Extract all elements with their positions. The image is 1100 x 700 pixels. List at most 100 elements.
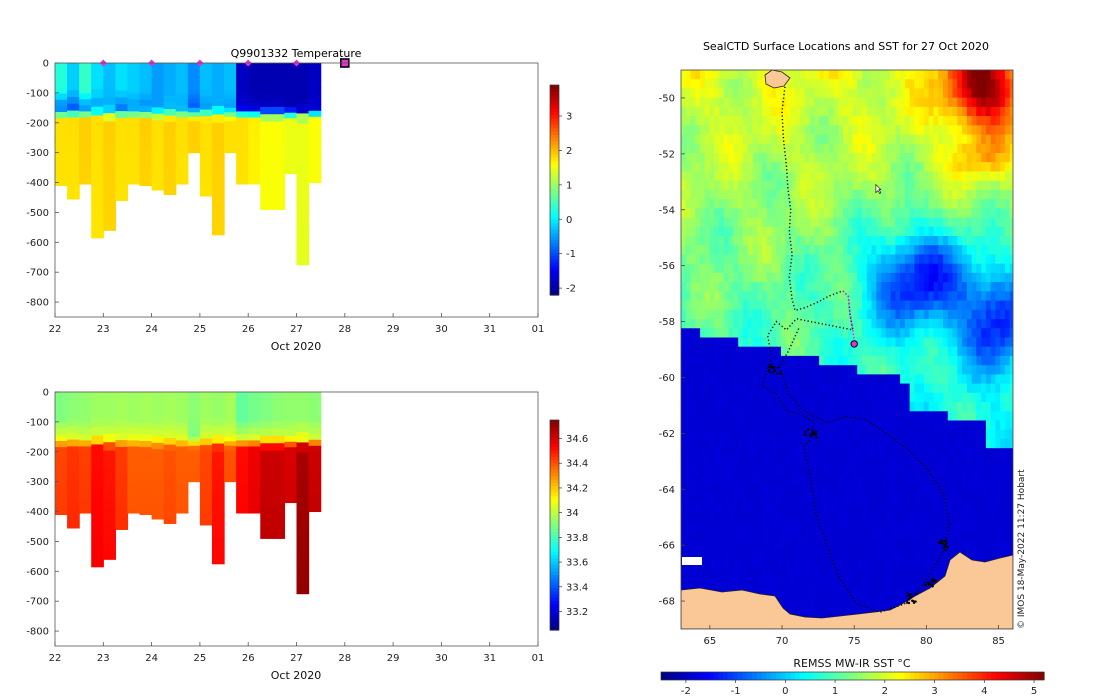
section-cell (236, 171, 249, 179)
sst-pixel (990, 143, 997, 154)
salinity-section-plot: 22 23 24 25 26 27 28 29 30 31 01 0-100-200-300-400… (26, 388, 588, 683)
sst-pixel (766, 236, 773, 246)
sst-pixel (681, 125, 687, 136)
sst-pixel (919, 125, 925, 136)
sst-pixel (909, 291, 916, 302)
sst-pixel (919, 512, 925, 523)
section-cell (260, 457, 273, 466)
sst-pixel (723, 485, 730, 496)
sst-pixel (928, 411, 935, 422)
section-cell (67, 493, 80, 502)
sst-pixel (690, 355, 696, 366)
section-cell (224, 405, 237, 411)
sst-pixel (914, 337, 920, 348)
sst-pixel (757, 97, 763, 108)
sst-pixel (766, 97, 773, 108)
section-cell (67, 425, 80, 434)
sst-pixel (790, 466, 797, 477)
sst-pixel (719, 199, 725, 210)
sst-pixel (742, 254, 749, 265)
sst-pixel (838, 300, 844, 311)
sst-pixel (742, 125, 749, 136)
sst-pixel (881, 70, 887, 80)
sst-pixel (809, 245, 816, 256)
sst-pixel (700, 300, 706, 311)
sst-pixel (695, 199, 701, 210)
section-cell (151, 411, 165, 418)
sst-pixel (762, 106, 768, 117)
sst-pixel (981, 217, 987, 228)
sst-pixel (938, 291, 944, 302)
colorbar-segment (550, 127, 559, 132)
section-cell (175, 141, 189, 149)
sst-pixel (685, 217, 692, 228)
sst-pixel (776, 300, 782, 311)
sst-pixel (938, 171, 944, 182)
sst-pixel (700, 199, 706, 210)
sst-pixel (709, 226, 716, 237)
sst-pixel (781, 466, 787, 477)
sst-pixel (719, 125, 725, 136)
sst-pixel (728, 438, 735, 449)
section-cell (139, 410, 153, 418)
section-cell (224, 459, 237, 465)
sst-pixel (690, 337, 696, 348)
sst-pixel (728, 291, 735, 302)
sst-pixel (814, 300, 820, 311)
sst-pixel (1000, 319, 1006, 329)
colorbar-segment (550, 130, 559, 135)
sst-pixel (762, 189, 768, 200)
sst-pixel (828, 420, 835, 431)
section-cell (103, 146, 116, 156)
sst-pixel (714, 549, 720, 560)
section-cell (127, 446, 141, 454)
colorbar-segment (550, 465, 559, 470)
sst-pixel (876, 540, 882, 551)
sst-pixel (952, 374, 958, 385)
sst-pixel (790, 568, 797, 579)
sst-pixel (871, 438, 877, 449)
sst-pixel (981, 383, 987, 394)
sst-pixel (928, 319, 935, 329)
sst-pixel (862, 558, 868, 569)
section-cell (187, 143, 201, 149)
sst-pixel (881, 337, 887, 348)
section-cell (260, 443, 273, 452)
sst-pixel (985, 485, 992, 496)
sst-pixel (900, 143, 906, 154)
sst-pixel (952, 125, 958, 136)
sst-pixel (866, 549, 873, 560)
sst-pixel (895, 263, 901, 274)
sst-pixel (785, 494, 792, 505)
sst-pixel (904, 503, 911, 514)
y-tick-label: -400 (26, 178, 49, 189)
sst-pixel (800, 125, 806, 136)
section-cell (115, 412, 129, 420)
sst-pixel (933, 475, 939, 486)
sst-pixel (747, 143, 754, 154)
sst-pixel (838, 70, 844, 80)
section-cell (199, 162, 213, 170)
sst-pixel (795, 189, 801, 200)
sst-pixel (914, 319, 920, 329)
sst-pixel (995, 374, 1001, 385)
sst-pixel (752, 79, 758, 90)
sst-pixel (762, 485, 768, 496)
sst-pixel (876, 272, 882, 283)
sst-pixel (809, 540, 816, 551)
section-cell (139, 398, 153, 405)
section-cell (151, 113, 165, 121)
section-cell (91, 220, 104, 230)
sst-pixel (814, 475, 820, 486)
sst-pixel (904, 106, 911, 117)
sst-pixel (804, 558, 811, 569)
sst-pixel (690, 88, 696, 99)
sst-pixel (900, 374, 906, 385)
section-cell (151, 404, 165, 412)
sst-pixel (723, 208, 730, 219)
sst-pixel (738, 485, 744, 496)
sst-pixel (700, 70, 706, 80)
sst-pixel (733, 346, 739, 357)
sst-pixel (790, 70, 797, 80)
section-cell (236, 105, 249, 112)
